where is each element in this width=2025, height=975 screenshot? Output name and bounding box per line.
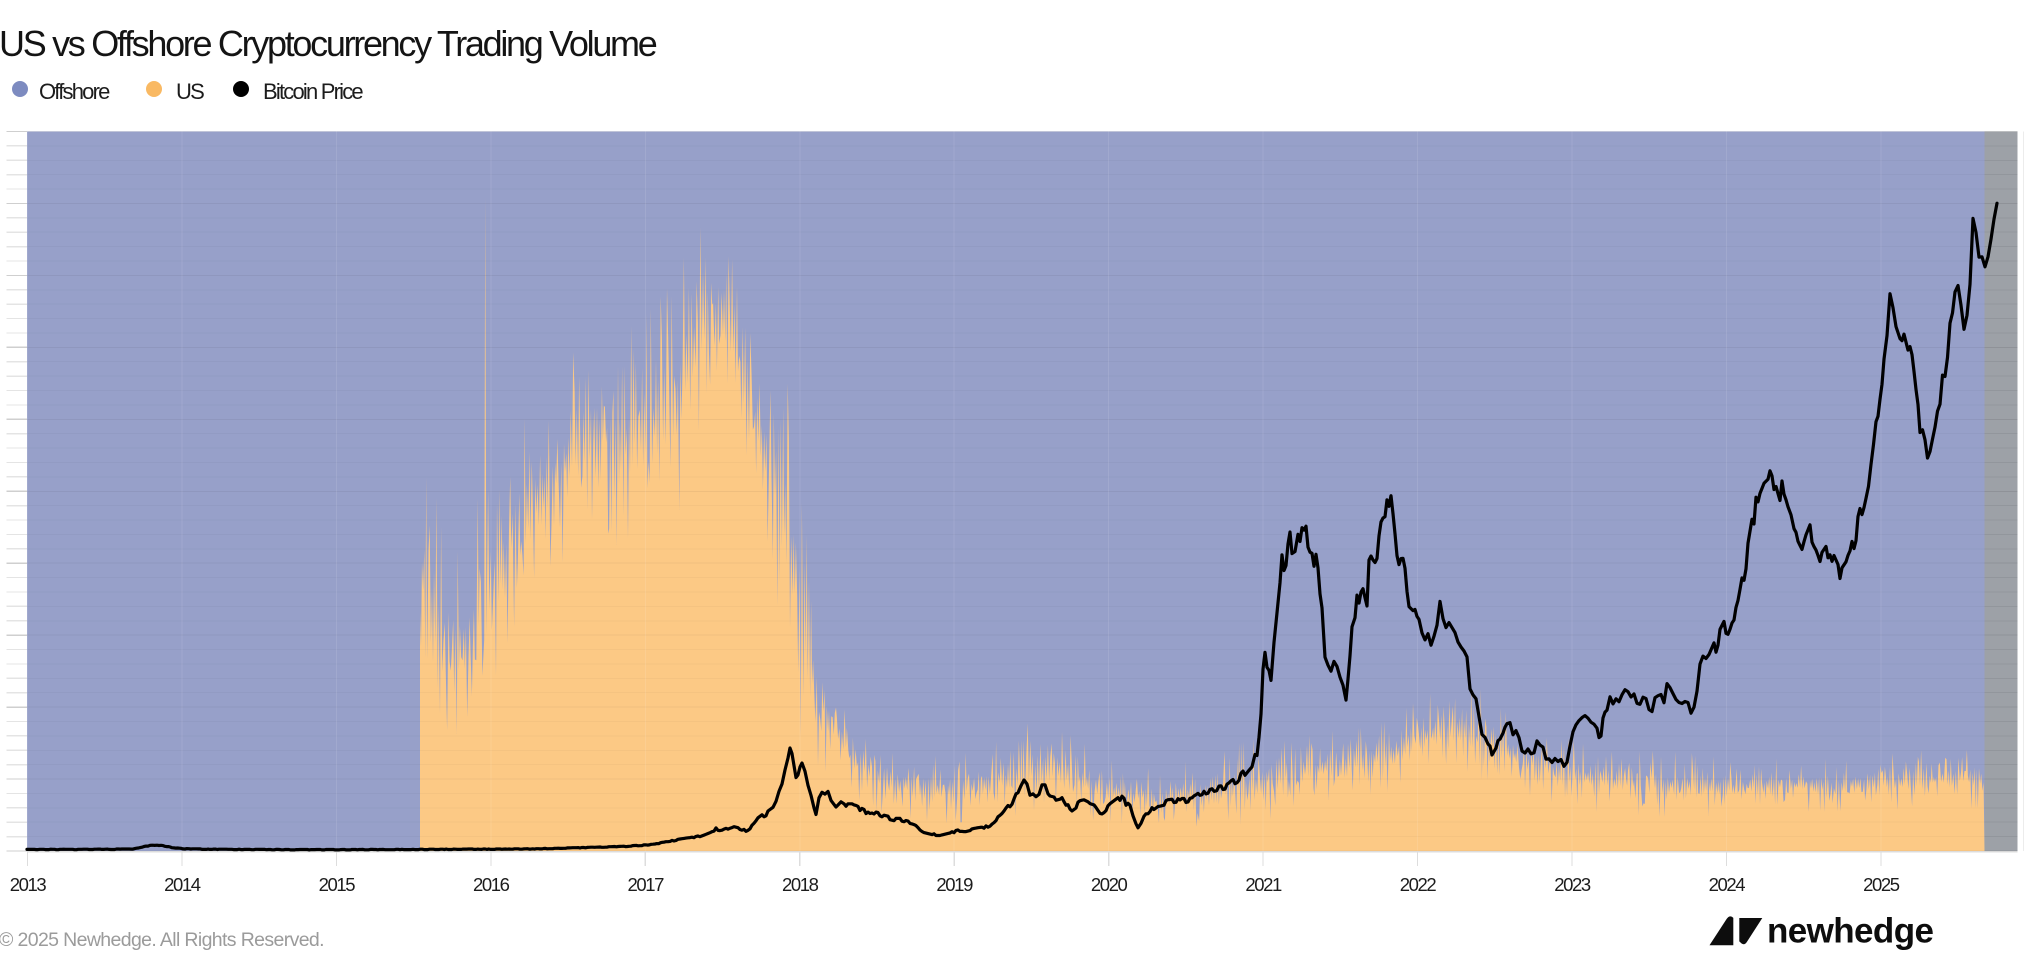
svg-text:newhedge: newhedge xyxy=(1767,912,1933,951)
